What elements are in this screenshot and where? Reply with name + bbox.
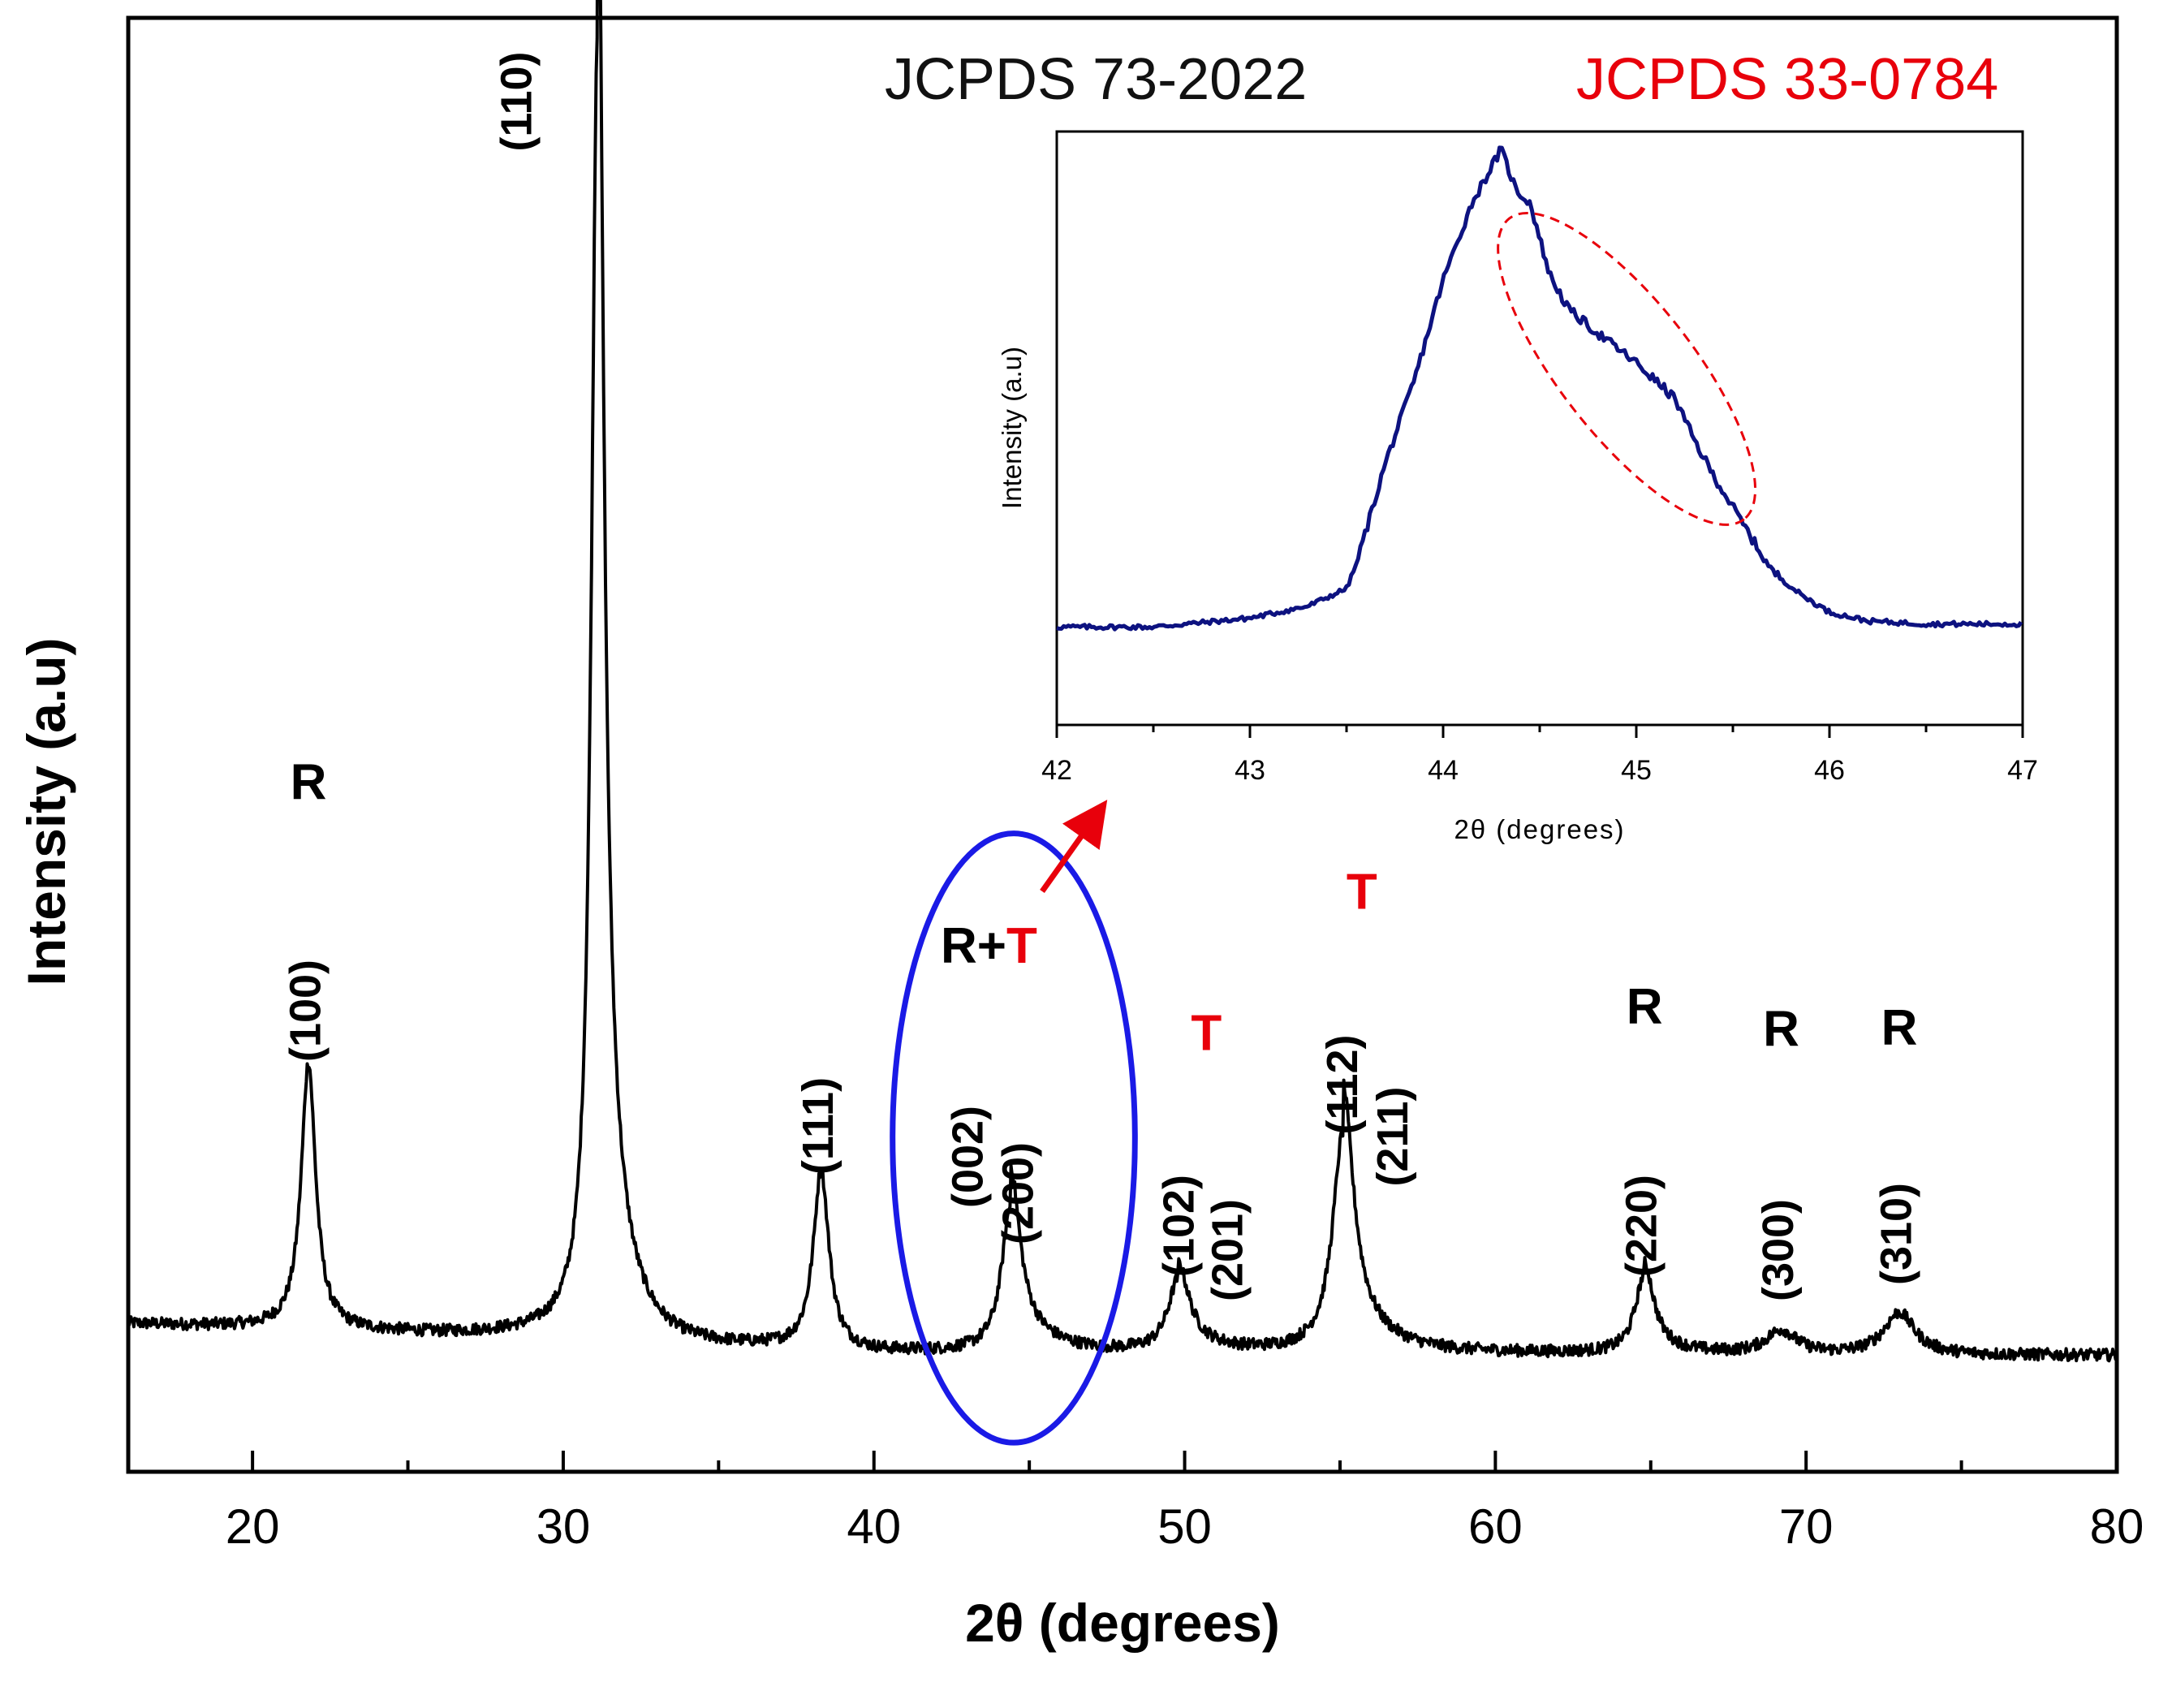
main-plot-frame [126,15,2119,1474]
peak-phase-label: R [1881,1000,1918,1056]
main-x-tick-label: 20 [226,1499,280,1554]
peak-annotation-111: (111) [794,1077,842,1175]
main-x-tick-labels: 20 30 40 50 60 70 80 [226,1499,2144,1554]
peak-annotation-R-310: R (310) [1872,1000,1920,1285]
main-peak-annotations: R(100)R(110)(111)R+T(002)(200)T(102)(201… [281,51,1920,1301]
peak-annotation-T-112-211: T (112)(211) [1318,864,1417,1186]
zoom-arrow [1040,800,1108,894]
peak-hkl-label: (211) [1368,1086,1417,1186]
inset-y-axis-title: Intensity (a.u) [997,347,1027,509]
inset-series-line [1056,145,2023,632]
reference-label-jcpds-33-0784: JCPDS 33-0784 [1576,47,1998,112]
main-x-tick-label: 80 [2090,1499,2144,1554]
inset-x-tick-labels: 42 43 44 45 46 47 [1041,755,2038,786]
peak-annotation-R-100: R (100) [281,754,330,1062]
peak-hkl-label: (300) [1754,1199,1803,1301]
peak-hkl-label: (002) [944,1106,993,1208]
peak-phase-label: R+T [941,918,1037,974]
peak-annotation-T-102-201: T (102) (201) [1155,1006,1252,1301]
main-x-tick-label: 30 [537,1499,591,1554]
inset-x-tick-label: 44 [1428,755,1459,786]
peak-hkl-label: (112) [1318,1034,1367,1134]
peak-phase-label: T [1191,1006,1222,1062]
main-x-tick-label: 50 [1157,1499,1212,1554]
reference-label-jcpds-73-2022: JCPDS 73-2022 [885,47,1307,112]
peak-phase-label: R [1763,1002,1799,1058]
inset-plot-frame [1055,130,2024,727]
peak-annotation-R-T-002-200: R+T (002) (200) [941,918,1043,1244]
inset-x-tick-label: 45 [1621,755,1652,786]
inset-x-tick-label: 42 [1041,755,1072,786]
peak-annotation-R-110: R(110) [493,51,541,151]
peak-hkl-label: (220) [1617,1175,1666,1277]
main-x-axis-title: 2θ (degrees) [965,1593,1280,1653]
peak-annotation-R-300: R (300) [1754,1002,1803,1301]
peak-hkl-label: (111) [794,1077,842,1175]
inset-x-axis-title: 2θ (degrees) [1454,814,1625,844]
main-peak-highlight-ellipse [890,830,1138,1446]
peak-phase-label: R [1627,979,1663,1035]
inset-x-tick-label: 43 [1235,755,1265,786]
inset-x-tick-label: 46 [1814,755,1845,786]
peak-hkl-label: (200) [994,1142,1043,1244]
peak-hkl-label: (102) [1155,1175,1204,1277]
peak-phase-label: R [291,754,327,810]
peak-hkl-label: (201) [1204,1199,1252,1301]
main-x-tick-label: 60 [1468,1499,1523,1554]
peak-annotation-R-220: R (220) [1617,979,1666,1277]
main-x-tick-label: 70 [1779,1499,1834,1554]
peak-hkl-label: (310) [1872,1183,1920,1285]
peak-hkl-label: (110) [493,51,541,151]
main-x-tick-label: 40 [847,1499,901,1554]
inset-x-tick-label: 47 [2007,755,2038,786]
peak-phase-label: T [1347,864,1377,920]
peak-hkl-label: (100) [281,960,330,1062]
main-x-ticks [251,1451,2118,1472]
main-xrd-series-line [127,0,2118,1363]
inset-shoulder-highlight-ellipse [1497,211,1757,526]
inset-plot: 42 43 44 45 46 47 2θ (degrees) Intensity (a.u… [997,130,2038,844]
main-y-axis-title: Intensity (a.u) [16,637,76,986]
inset-x-ticks [1055,725,2024,738]
